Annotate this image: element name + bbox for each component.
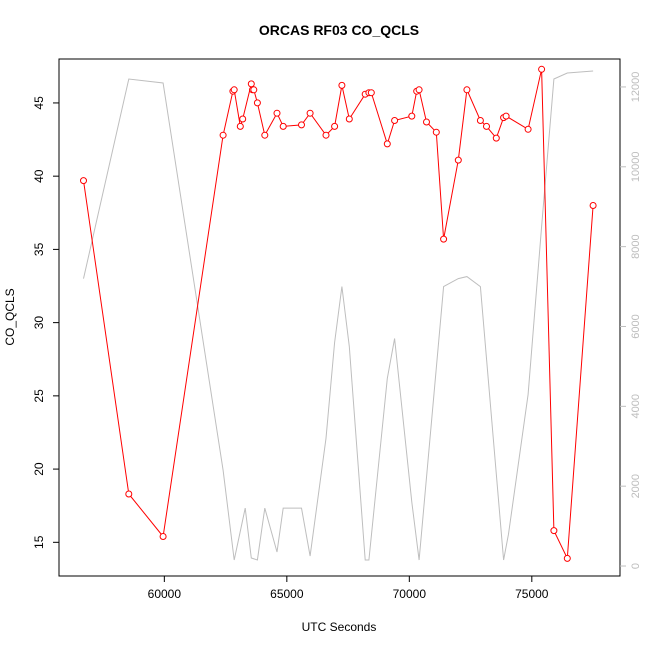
data-point [463,86,471,94]
data-point [524,125,532,133]
series-line-right [83,70,594,561]
data-point [432,128,440,136]
data-point [261,131,269,139]
data-point [454,156,462,164]
data-point [80,177,87,185]
data-point [331,122,339,130]
x-axis-label: UTC Seconds [302,620,377,634]
data-point [563,554,571,562]
y-tick-label: 35 [32,242,46,256]
y-axis-label: CO_QCLS [3,288,17,345]
data-point [423,118,430,126]
data-point [322,131,330,139]
data-point [279,122,287,130]
y-tick-label: 40 [32,169,46,183]
x-tick-label: 60000 [148,587,182,601]
y2-axis: 0 2000 4000 6000 8000 10000 12000 [620,72,642,569]
y2-tick-label: 4000 [630,394,642,418]
data-point [250,86,258,94]
y2-tick-label: 10000 [630,152,642,183]
y-tick-label: 30 [32,316,46,330]
data-point [239,115,247,123]
data-point [219,131,227,139]
data-point [391,117,399,124]
data-point [476,117,484,124]
data-point [298,121,305,129]
y2-tick-label: 8000 [630,234,642,258]
x-axis: 60000 65000 70000 75000 [148,576,549,601]
y-tick-label: 25 [32,389,46,403]
data-point [538,65,546,73]
plot-area-border [58,58,621,577]
x-tick-label: 75000 [515,587,549,601]
x-tick-label: 70000 [393,587,427,601]
data-point [408,112,416,120]
data-point [159,533,167,540]
data-point [273,109,281,117]
y-tick-label: 45 [32,96,46,110]
series-layer [80,65,597,562]
y2-tick-label: 6000 [630,314,642,338]
chart-title: ORCAS RF03 CO_QCLS [259,22,419,38]
data-point [483,122,490,130]
data-point [492,134,500,142]
data-point [253,99,261,107]
data-point [589,202,597,209]
y-axis: 15 20 25 30 35 40 45 [32,96,59,549]
data-point [230,86,238,94]
data-point [247,80,255,88]
data-point [415,86,423,94]
data-point [306,109,314,117]
data-point [125,490,133,498]
data-point [383,140,391,148]
data-point [440,235,448,243]
y2-tick-label: 12000 [630,72,642,103]
data-point [345,115,353,123]
data-point [367,89,375,97]
data-point [236,122,244,130]
y-tick-label: 15 [32,535,46,549]
y2-tick-label: 0 [630,563,642,569]
y2-tick-label: 2000 [630,474,642,498]
data-point [502,112,510,120]
x-tick-label: 65000 [270,587,304,601]
data-point [338,81,346,89]
data-point [550,527,558,535]
y-tick-label: 20 [32,462,46,476]
